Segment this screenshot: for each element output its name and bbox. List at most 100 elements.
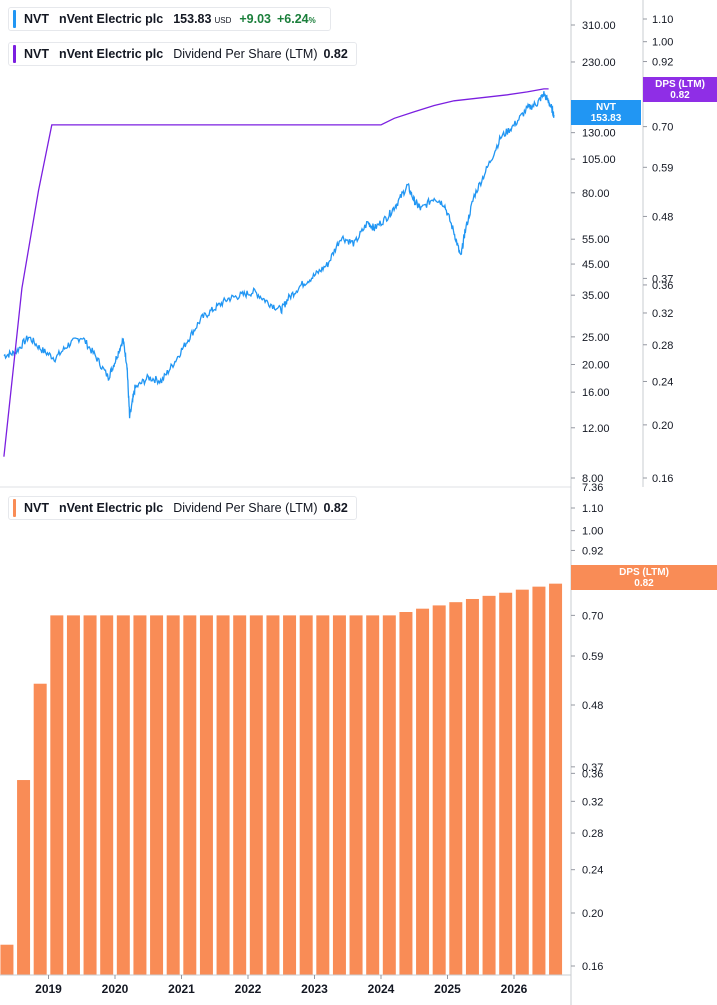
bar-axis-label: 0.24 (582, 865, 603, 877)
x-axis-label: 2024 (368, 982, 395, 996)
price-axis-label: 105.00 (582, 154, 616, 166)
legend-dps-bottom-metric: Dividend Per Share (LTM) (173, 501, 318, 515)
bar-axis-label: 0.28 (582, 828, 603, 840)
price-axis-label: 12.00 (582, 423, 610, 435)
dps-bar (482, 595, 496, 975)
x-axis-label: 2023 (301, 982, 328, 996)
x-axis-label: 2022 (235, 982, 262, 996)
legend-dps-bottom-swatch (13, 499, 16, 517)
dps-bar (499, 592, 513, 975)
dps-bar (50, 615, 64, 975)
dps-bar (316, 615, 330, 975)
price-axis-label: 130.00 (582, 128, 616, 140)
dps-bar (116, 615, 130, 975)
dps-axis-label: 0.37 (652, 273, 673, 285)
dps-axis-label: 0.59 (652, 162, 673, 174)
dps-axis-label: 0.16 (652, 473, 673, 485)
dps-bar (183, 615, 197, 975)
dps-top-last-value-tag: DPS (LTM) 0.82 (643, 77, 717, 102)
x-axis-label: 2026 (501, 982, 528, 996)
bar-axis-label: 0.48 (582, 700, 603, 712)
legend-price-ticker: NVT (24, 12, 49, 26)
price-axis-label: 35.00 (582, 290, 610, 302)
dps-axis-label: 0.70 (652, 122, 673, 134)
legend-price-swatch (13, 10, 16, 28)
bar-axis-label: 0.16 (582, 961, 603, 973)
dps-bar (199, 615, 213, 975)
legend-dps-top-swatch (13, 45, 16, 63)
bar-axis-label: 0.92 (582, 545, 603, 557)
price-axis-label: 25.00 (582, 332, 610, 344)
dps-axis-label: 0.48 (652, 211, 673, 223)
dps-bar (249, 615, 263, 975)
x-axis-label: 2019 (35, 982, 62, 996)
price-axis-label: 80.00 (582, 188, 610, 200)
x-axis-label: 2020 (102, 982, 129, 996)
dps-bar (283, 615, 297, 975)
dps-bar (332, 615, 346, 975)
price-axis-label: 230.00 (582, 57, 616, 69)
legend-price-change-pct: +6.24 (276, 12, 309, 26)
legend-dps-top-value: 0.82 (323, 47, 348, 61)
x-axis-label: 2025 (434, 982, 461, 996)
dps-bar (416, 608, 430, 975)
price-axis-label: 310.00 (582, 20, 616, 32)
dps-bar (0, 944, 14, 975)
legend-dps-bottom[interactable]: NVT nVent Electric plc Dividend Per Shar… (8, 496, 357, 520)
dps-axis-label: 0.36 (652, 280, 673, 292)
price-axis-label: 8.00 (582, 473, 603, 485)
dps-axis-label: 0.20 (652, 420, 673, 432)
dps-bar (349, 615, 363, 975)
bar-axis-label: 0.32 (582, 796, 603, 808)
price-tag-value: 153.83 (590, 113, 622, 124)
legend-dps-top-name: nVent Electric plc (59, 47, 164, 61)
legend-price[interactable]: NVT nVent Electric plc 153.83 USD +9.03 … (8, 7, 331, 31)
dps-bar (449, 602, 463, 975)
dps-bar (150, 615, 164, 975)
dps-bar (66, 615, 80, 975)
dps-series-line (3, 88, 549, 457)
dps-bottom-tag-value: 0.82 (634, 578, 654, 589)
bar-axis-label: 0.20 (582, 908, 603, 920)
dps-bar (133, 615, 147, 975)
legend-dps-top-ticker: NVT (24, 47, 49, 61)
bar-axis-label: 0.59 (582, 651, 603, 663)
legend-price-name: nVent Electric plc (59, 12, 164, 26)
dps-axis-label: 0.32 (652, 308, 673, 320)
legend-dps-bottom-value: 0.82 (323, 501, 348, 515)
dps-bar (166, 615, 180, 975)
price-tag-title: NVT (596, 102, 616, 113)
legend-dps-bottom-name: nVent Electric plc (59, 501, 164, 515)
x-axis-label: 2021 (168, 982, 195, 996)
price-last-value-tag: NVT 153.83 (571, 100, 641, 125)
bar-axis-label: 1.00 (582, 526, 603, 538)
dps-top-tag-title: DPS (LTM) (655, 79, 705, 90)
dps-bar (515, 589, 529, 975)
legend-price-pct-sign: % (308, 15, 316, 25)
legend-price-change: +9.03 (239, 12, 271, 26)
dps-axis-label: 0.24 (652, 376, 673, 388)
bar-axis-label: 0.70 (582, 610, 603, 622)
dps-bar (532, 586, 546, 975)
dps-axis-label: 1.00 (652, 37, 673, 49)
price-axis-label: 45.00 (582, 259, 610, 271)
dps-bottom-tag-title: DPS (LTM) (619, 567, 669, 578)
dps-bar (382, 615, 396, 975)
dps-bar (432, 605, 446, 975)
bar-axis-label: 0.36 (582, 768, 603, 780)
legend-dps-top[interactable]: NVT nVent Electric plc Dividend Per Shar… (8, 42, 357, 66)
dps-bar (299, 615, 313, 975)
dps-bar (549, 583, 563, 975)
dps-bar (465, 598, 479, 975)
dps-bar (266, 615, 280, 975)
dps-bar (83, 615, 97, 975)
dps-top-tag-value: 0.82 (670, 90, 690, 101)
legend-dps-bottom-ticker: NVT (24, 501, 49, 515)
price-series-line (3, 91, 555, 419)
dps-bottom-last-value-tag: DPS (LTM) 0.82 (571, 565, 717, 590)
dps-axis-label: 1.10 (652, 14, 673, 26)
dps-axis-label: 0.92 (652, 57, 673, 69)
dps-bar (100, 615, 114, 975)
price-axis-label: 7.36 (582, 482, 603, 494)
